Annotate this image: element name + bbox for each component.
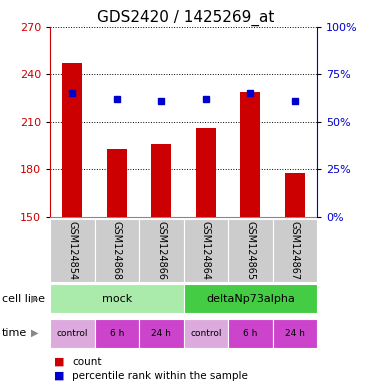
Text: 6 h: 6 h (110, 329, 124, 338)
Text: 6 h: 6 h (243, 329, 257, 338)
Text: cell line: cell line (2, 293, 45, 304)
Text: deltaNp73alpha: deltaNp73alpha (206, 293, 295, 304)
Text: ▶: ▶ (31, 328, 38, 338)
Text: time: time (2, 328, 27, 338)
Text: ▶: ▶ (31, 293, 38, 304)
Text: GSM124865: GSM124865 (246, 221, 255, 280)
Bar (62, 63, 82, 217)
Bar (196, 128, 216, 217)
Text: control: control (57, 329, 88, 338)
Text: mock: mock (102, 293, 132, 304)
Bar (107, 149, 127, 217)
Text: count: count (72, 357, 102, 367)
Text: GDS2420 / 1425269_at: GDS2420 / 1425269_at (97, 10, 274, 26)
Text: ■: ■ (54, 371, 64, 381)
Text: percentile rank within the sample: percentile rank within the sample (72, 371, 248, 381)
Text: control: control (190, 329, 221, 338)
Text: 24 h: 24 h (285, 329, 305, 338)
Bar (240, 92, 260, 217)
Text: GSM124864: GSM124864 (201, 221, 211, 280)
Text: GSM124868: GSM124868 (112, 221, 122, 280)
Bar (151, 144, 171, 217)
Text: ■: ■ (54, 357, 64, 367)
Text: 24 h: 24 h (151, 329, 171, 338)
Text: GSM124867: GSM124867 (290, 221, 300, 280)
Text: GSM124866: GSM124866 (157, 221, 166, 280)
Text: GSM124854: GSM124854 (68, 221, 77, 280)
Bar (285, 173, 305, 217)
